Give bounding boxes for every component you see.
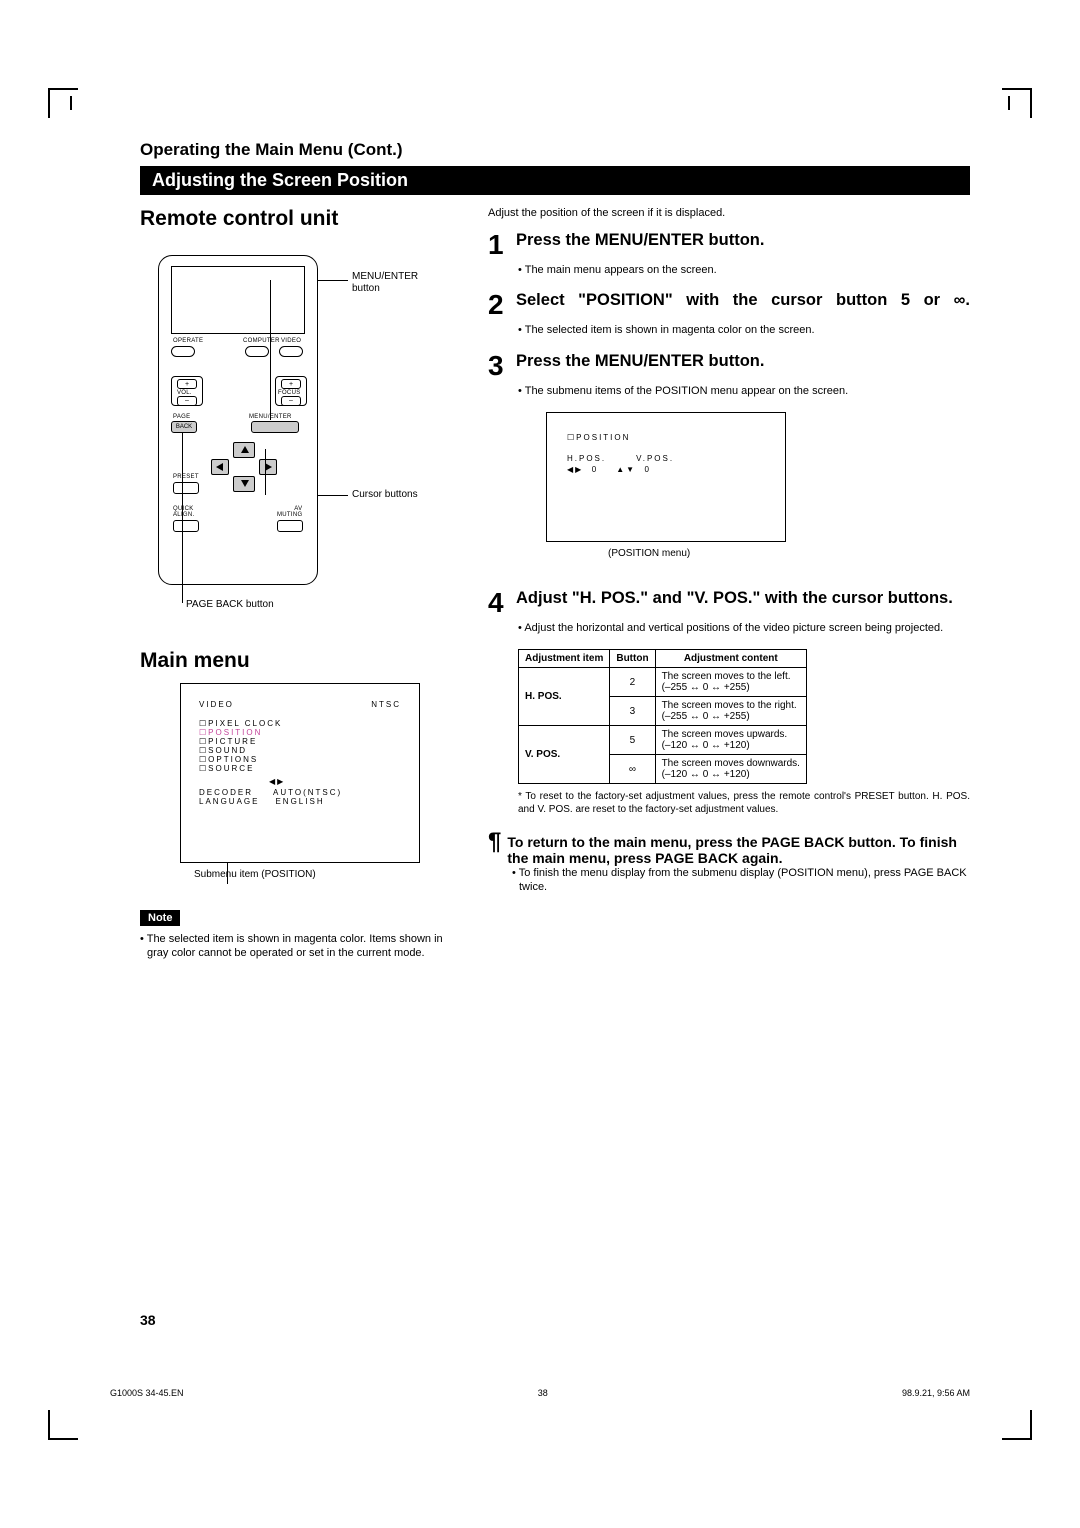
- table-cell: 5: [610, 726, 655, 755]
- menu-decoder-val: AUTO(NTSC): [273, 788, 342, 797]
- left-column: Remote control unit OPERATE COMPUTER VID…: [140, 207, 460, 975]
- step-title: Adjust "H. POS." and "V. POS." with the …: [516, 589, 953, 617]
- menu-item: ☐OPTIONS: [199, 755, 401, 764]
- crop-mark: [48, 1410, 78, 1440]
- lead-label: MENU/ENTER button: [352, 271, 432, 295]
- remote-label: QUICK ALIGN.: [173, 506, 194, 518]
- bullet-icon: ¶: [488, 834, 501, 866]
- lead-label: Cursor buttons: [352, 489, 418, 500]
- av-muting-button: [277, 520, 303, 532]
- page-number: 38: [140, 1312, 156, 1328]
- intro-text: Adjust the position of the screen if it …: [488, 207, 970, 219]
- table-cell: 2: [610, 668, 655, 697]
- table-cell: The screen moves downwards.(–120 ↔ 0 ↔ +…: [655, 755, 806, 784]
- menu-top-left: VIDEO: [199, 700, 234, 709]
- step-title: Select "POSITION" with the cursor button…: [516, 291, 970, 319]
- title-bar: Adjusting the Screen Position: [140, 166, 970, 195]
- crop-mark: [70, 96, 72, 110]
- step-body: The main menu appears on the screen.: [518, 263, 970, 277]
- focus-minus: –: [281, 396, 301, 406]
- lead-line: [270, 280, 271, 420]
- down-arrow-icon: [241, 480, 249, 487]
- focus-plus: +: [281, 379, 301, 389]
- remote-label: VIDEO: [281, 338, 301, 344]
- menu-item: ☐PICTURE: [199, 737, 401, 746]
- return-body: To finish the menu display from the subm…: [512, 866, 970, 895]
- footer: G1000S 34-45.EN 38 98.9.21, 9:56 AM: [110, 1388, 970, 1398]
- lead-line: [318, 280, 348, 281]
- return-title: To return to the main menu, press the PA…: [507, 834, 970, 866]
- table-cell: H. POS.: [519, 668, 610, 726]
- step-title: Press the MENU/ENTER button.: [516, 231, 764, 259]
- quick-align-button: [173, 520, 199, 532]
- table-cell: 3: [610, 697, 655, 726]
- table-cell: The screen moves to the left.(–255 ↔ 0 ↔…: [655, 668, 806, 697]
- adjustment-table: Adjustment item Button Adjustment conten…: [518, 649, 807, 784]
- lead-line: [318, 495, 348, 496]
- step-body: The selected item is shown in magenta co…: [518, 323, 970, 337]
- preset-button: [173, 482, 199, 494]
- menu-item: ☐PIXEL CLOCK: [199, 719, 401, 728]
- step-body: The submenu items of the POSITION menu a…: [518, 384, 970, 398]
- page-back-button: BACK: [171, 421, 197, 433]
- remote-label: OPERATE: [173, 338, 203, 344]
- footer-left: G1000S 34-45.EN: [110, 1388, 184, 1398]
- vol-minus: –: [177, 396, 197, 406]
- menu-decoder-label: DECODER: [199, 788, 253, 797]
- operate-button: [171, 346, 195, 357]
- position-menu-box: ☐POSITION H.POS. V.POS. ◀▶ 0 ▲▼ 0: [546, 412, 786, 542]
- video-button: [279, 346, 303, 357]
- footer-mid: 38: [538, 1388, 548, 1398]
- remote-heading: Remote control unit: [140, 207, 460, 231]
- asterisk-note: * To reset to the factory-set adjustment…: [518, 790, 970, 816]
- page: Operating the Main Menu (Cont.) Adjustin…: [0, 0, 1080, 1528]
- step-body: Adjust the horizontal and vertical posit…: [518, 621, 970, 635]
- menu-enter-button: [251, 421, 299, 433]
- section-heading: Operating the Main Menu (Cont.): [140, 140, 970, 160]
- menu-top-right: NTSC: [371, 700, 401, 709]
- menu-item: ☐SOURCE: [199, 764, 401, 773]
- table-header: Button: [610, 650, 655, 668]
- footer-right: 98.9.21, 9:56 AM: [902, 1388, 970, 1398]
- main-menu-heading: Main menu: [140, 649, 460, 673]
- table-header: Adjustment item: [519, 650, 610, 668]
- step-title: Press the MENU/ENTER button.: [516, 352, 764, 380]
- menu-caption: Submenu item (POSITION): [194, 869, 460, 880]
- remote-diagram: OPERATE COMPUTER VIDEO + VOL. – + FOCUS …: [140, 241, 440, 621]
- remote-label: PAGE: [173, 414, 190, 420]
- up-arrow-icon: [241, 446, 249, 453]
- main-menu-box: VIDEO NTSC ☐PIXEL CLOCK ☐POSITION ☐PICTU…: [180, 683, 420, 863]
- crop-mark: [48, 88, 78, 118]
- crop-mark: [1002, 88, 1032, 118]
- table-cell: The screen moves to the right.(–255 ↔ 0 …: [655, 697, 806, 726]
- remote-label: AV MUTING: [277, 506, 302, 518]
- menu-item-selected: ☐POSITION: [199, 728, 401, 737]
- vol-plus: +: [177, 379, 197, 389]
- position-menu-caption: (POSITION menu): [608, 548, 970, 559]
- right-column: Adjust the position of the screen if it …: [488, 207, 970, 975]
- note-label: Note: [140, 910, 180, 926]
- computer-button: [245, 346, 269, 357]
- menu-language-label: LANGUAGE: [199, 797, 259, 806]
- menu-item: ☐SOUND: [199, 746, 401, 755]
- step-number: 3: [488, 352, 510, 380]
- note-text: The selected item is shown in magenta co…: [140, 932, 460, 961]
- crop-mark: [1008, 96, 1010, 110]
- table-cell: The screen moves upwards.(–120 ↔ 0 ↔ +12…: [655, 726, 806, 755]
- lead-line: [182, 433, 183, 603]
- step-number: 4: [488, 589, 510, 617]
- lead-line: [265, 449, 266, 495]
- table-cell: V. POS.: [519, 726, 610, 784]
- right-arrow-icon: [265, 463, 272, 471]
- lead-label: PAGE BACK button: [186, 599, 274, 610]
- remote-label: PRESET: [173, 474, 199, 480]
- step-number: 1: [488, 231, 510, 259]
- remote-label: COMPUTER: [243, 338, 280, 344]
- table-header: Adjustment content: [655, 650, 806, 668]
- table-cell: ∞: [610, 755, 655, 784]
- menu-language-val: ENGLISH: [275, 797, 324, 806]
- crop-mark: [1002, 1410, 1032, 1440]
- left-arrow-icon: [216, 463, 223, 471]
- step-number: 2: [488, 291, 510, 319]
